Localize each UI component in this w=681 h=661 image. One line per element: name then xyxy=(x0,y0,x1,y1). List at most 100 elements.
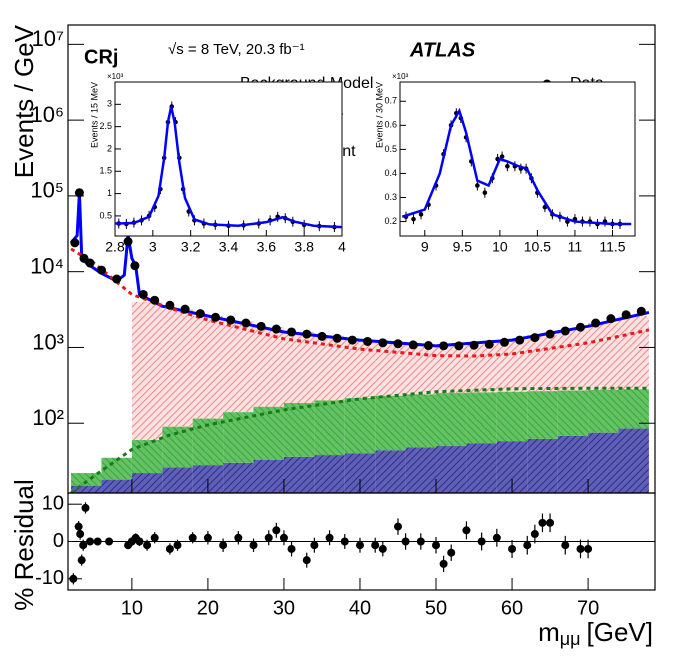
x-tick-label: 3.4 xyxy=(219,239,239,255)
y-tick-label: 0.5 xyxy=(99,210,112,220)
data-point xyxy=(74,188,84,198)
x-tick-label: 3.8 xyxy=(294,239,314,255)
stack-bar xyxy=(496,391,528,442)
y-tick-label: 10 xyxy=(42,492,64,514)
stack-bar xyxy=(588,389,619,433)
data-point xyxy=(135,537,144,546)
x-tick-label: 11.5 xyxy=(599,239,625,255)
data-point xyxy=(475,183,480,188)
stack-bar xyxy=(223,462,254,493)
data-point xyxy=(408,340,418,350)
stack-bar xyxy=(283,331,315,403)
stack-bar xyxy=(223,412,254,463)
y-tick-label: 0.7 xyxy=(384,96,397,106)
data-point xyxy=(447,548,456,557)
x-axis-label-unit: [GeV] xyxy=(587,617,653,647)
data-point xyxy=(150,295,160,305)
data-point xyxy=(310,541,319,550)
data-point xyxy=(411,216,416,222)
y-tick-label: 10³ xyxy=(32,329,64,354)
stack-bar xyxy=(466,344,497,393)
data-point xyxy=(272,526,281,535)
data-point xyxy=(77,556,86,565)
y-tick-label: 0.5 xyxy=(384,144,397,154)
data-point xyxy=(188,533,197,542)
stack-bar xyxy=(223,321,254,413)
stack-bar xyxy=(314,455,345,493)
stack-bar xyxy=(375,450,406,493)
stack-bar xyxy=(162,309,193,427)
stack-bar xyxy=(557,329,589,391)
y-tick-label: -10 xyxy=(35,567,64,589)
x-tick-label: 20 xyxy=(197,597,219,619)
data-point xyxy=(393,339,403,349)
data-point xyxy=(621,310,631,320)
x-tick-label: 70 xyxy=(577,597,599,619)
stack-bar xyxy=(131,473,163,493)
data-point xyxy=(469,340,479,350)
x-axis-label-sub: μμ xyxy=(560,629,581,649)
stack-bar xyxy=(162,467,193,493)
data-point xyxy=(575,322,585,332)
data-point xyxy=(81,503,90,512)
experiment-label: ATLAS xyxy=(409,39,476,61)
stack-bar xyxy=(405,394,437,448)
line xyxy=(70,247,650,358)
data-point xyxy=(271,324,281,334)
data-point xyxy=(226,315,236,325)
inset-y-label: Events / 30 MeV xyxy=(374,82,384,148)
y-tick-label: 0 xyxy=(53,530,64,552)
data-point xyxy=(264,533,273,542)
data-point xyxy=(70,238,80,248)
data-point xyxy=(180,304,190,314)
data-point xyxy=(560,326,570,336)
plot-area xyxy=(69,188,650,493)
y-tick-label: 1 xyxy=(107,188,112,198)
data-point xyxy=(241,318,251,328)
data-point xyxy=(86,537,95,546)
x-tick-label: 3.2 xyxy=(181,239,201,255)
stack-bar xyxy=(618,316,649,390)
data-point xyxy=(249,541,258,550)
data-point xyxy=(492,533,501,542)
stack-bar xyxy=(375,395,406,451)
data-point xyxy=(432,541,441,550)
data-point xyxy=(499,154,505,159)
inset-y-scale: ×10³ xyxy=(107,72,124,81)
stack-bar xyxy=(344,398,376,454)
x-tick-label: 60 xyxy=(501,597,523,619)
data-point xyxy=(79,253,89,263)
stack-bar xyxy=(466,392,497,444)
y-axis-label: Events / GeV xyxy=(9,24,39,178)
data-point xyxy=(325,533,334,542)
y-tick-label: 0.6 xyxy=(384,120,397,130)
data-point xyxy=(530,530,539,539)
stack-bar xyxy=(253,406,284,460)
y-tick-label: 0.4 xyxy=(384,168,397,178)
data-point xyxy=(378,338,388,348)
data-point xyxy=(418,212,424,217)
data-point xyxy=(545,329,555,339)
line xyxy=(401,107,632,226)
stack-bar xyxy=(436,345,467,394)
stack-bar xyxy=(527,438,558,493)
data-point xyxy=(538,518,547,527)
data-point xyxy=(123,237,133,247)
y-tick-label: 10² xyxy=(32,405,64,430)
energy-label: √s = 8 TeV, 20.3 fb⁻¹ xyxy=(168,41,305,58)
y-tick-label: 3 xyxy=(107,99,112,109)
stack-bar xyxy=(436,393,467,447)
data-point xyxy=(112,274,122,284)
data-point xyxy=(482,190,488,195)
data-point xyxy=(439,341,449,351)
y-tick-label: 10⁷ xyxy=(32,26,64,51)
region-label: CRj xyxy=(84,46,118,68)
stack-bar xyxy=(314,400,345,456)
x-tick-label: 9 xyxy=(421,239,429,255)
data-point xyxy=(138,289,148,299)
stack-bar xyxy=(131,301,163,441)
data-point xyxy=(287,327,297,337)
inset-y-scale: ×10³ xyxy=(392,72,409,81)
y-tick-label: 10⁶ xyxy=(30,102,64,127)
data-point xyxy=(499,337,509,347)
